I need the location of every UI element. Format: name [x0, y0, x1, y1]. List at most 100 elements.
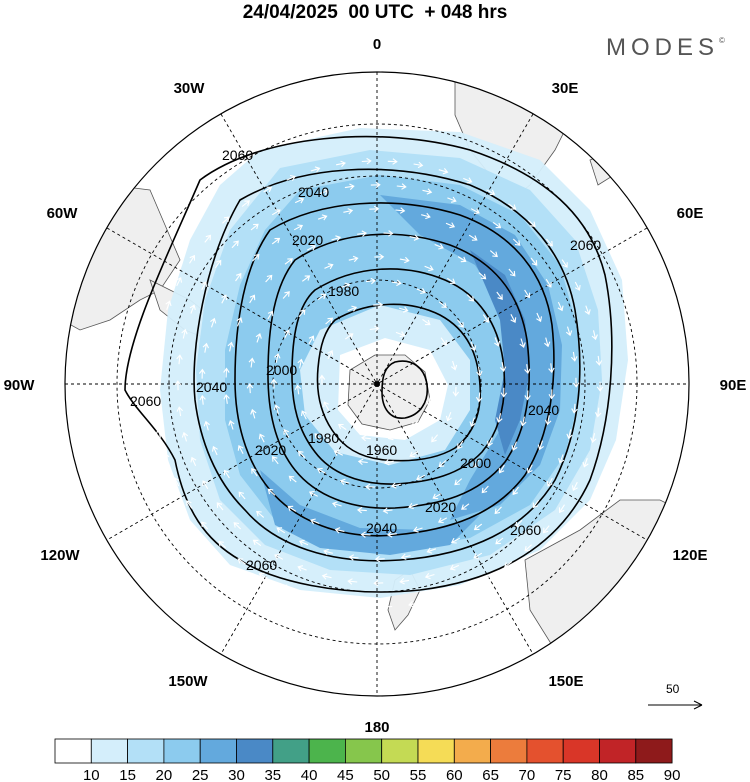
wind-vector: [165, 300, 172, 310]
south-pole-marker: [374, 381, 380, 387]
wind-vector: [412, 526, 423, 533]
wind-vector: [228, 419, 235, 430]
wind-vector: [594, 407, 602, 418]
contour-2060: [124, 135, 613, 593]
colorbar-tick-label: 65: [482, 767, 499, 782]
wind-vector: [263, 186, 273, 193]
wind-vector: [512, 238, 521, 246]
wind-vector: [321, 573, 332, 580]
wind-vector: [409, 234, 420, 241]
wind-vector: [218, 540, 226, 549]
wind-vector: [561, 259, 568, 268]
wind-vector: [370, 181, 381, 189]
modes-logo: MODES©: [606, 34, 725, 62]
wind-vector: [334, 527, 345, 534]
wind-vector: [447, 196, 457, 203]
wind-vector: [591, 330, 598, 341]
wind-vector: [176, 406, 183, 417]
wind-vector: [361, 157, 372, 165]
contour-2000: [267, 233, 530, 509]
wind-vector: [520, 416, 527, 427]
wind-vector: [236, 317, 243, 327]
wind-vector: [457, 440, 464, 450]
wind-vector: [233, 522, 242, 530]
wind-vector: [482, 314, 489, 323]
wind-vector: [252, 539, 262, 547]
wind-vector: [276, 527, 286, 534]
wind-vector: [382, 507, 393, 514]
wind-vector: [274, 553, 284, 560]
brand-name: MODES: [606, 34, 720, 61]
wind-vector: [508, 203, 517, 210]
wind-vector: [469, 417, 476, 428]
graticule: [65, 72, 689, 696]
wind-vector: [221, 294, 228, 304]
wind-vector: [495, 537, 504, 545]
wind-vector: [214, 259, 222, 269]
wind-vector: [426, 396, 433, 407]
wind-vector: [210, 317, 217, 328]
wind-vector: [545, 238, 553, 247]
wind-vector: [308, 335, 315, 345]
wind-vector: [365, 483, 376, 491]
lon-label-180: 180: [364, 719, 389, 736]
wind-vector: [339, 478, 350, 485]
wind-vector: [246, 383, 254, 394]
wind-vector: [386, 531, 397, 538]
wind-vector: [265, 274, 273, 283]
wind-vector: [486, 189, 496, 196]
wind-vector: [297, 358, 304, 369]
wind-vector: [186, 500, 193, 509]
colorbar-swatch: [344, 738, 383, 764]
wind-vector: [318, 374, 326, 385]
wind-vector: [387, 158, 398, 165]
wind-vector: [515, 519, 523, 528]
wind-vector: [297, 565, 307, 572]
wind-vector: [199, 394, 206, 405]
wind-vector: [545, 278, 552, 288]
colorbar-tick-label: 85: [627, 767, 644, 782]
wind-vector: [431, 434, 439, 443]
wind-vector: [189, 304, 196, 314]
wind-vector: [344, 333, 354, 340]
wind-vector: [317, 293, 327, 300]
wind-vector: [330, 599, 341, 607]
colorbar-tick-label: 90: [664, 767, 681, 782]
wind-vector: [574, 281, 581, 291]
wind-vector: [571, 481, 578, 492]
wind-vector: [530, 257, 538, 266]
wind-vector: [327, 350, 334, 360]
colorbar-tick-label: 15: [119, 767, 136, 782]
wind-vector: [324, 263, 334, 270]
lon-label-30w: 30W: [174, 80, 206, 97]
wind-vector: [316, 467, 326, 474]
wind-vector: [399, 256, 410, 264]
wind-vector: [181, 431, 189, 442]
wind-vector: [470, 208, 480, 215]
contour-labels: 2060 2040 2020 1980 2000 2040 2060 2060 …: [130, 147, 601, 573]
colorbar-swatch: [453, 738, 491, 764]
wind-vector: [338, 423, 347, 431]
wind-vector: [223, 367, 230, 378]
wind-vector: [486, 437, 493, 447]
wind-vector: [558, 454, 565, 464]
wind-vector: [297, 450, 306, 459]
colorbar-swatch: [562, 738, 600, 764]
wind-vector: [526, 464, 533, 474]
wind-vector: [481, 485, 489, 494]
wind-vector: [473, 459, 480, 468]
wind-vector: [190, 456, 197, 467]
colorbar-swatch: [236, 738, 274, 764]
colorbar-tick-label: 70: [519, 767, 536, 782]
wind-vector: [310, 166, 321, 173]
wind-vector: [390, 482, 401, 489]
wind-vector: [512, 486, 519, 496]
wind-vector: [457, 319, 464, 328]
colorbar-tick-label: 45: [337, 767, 354, 782]
wind-vector: [238, 491, 246, 500]
wind-vector: [325, 317, 334, 325]
wind-vector: [544, 337, 551, 348]
wind-vector: [438, 168, 449, 175]
wind-vector: [463, 177, 473, 184]
colorbar-swatch: [54, 738, 92, 764]
